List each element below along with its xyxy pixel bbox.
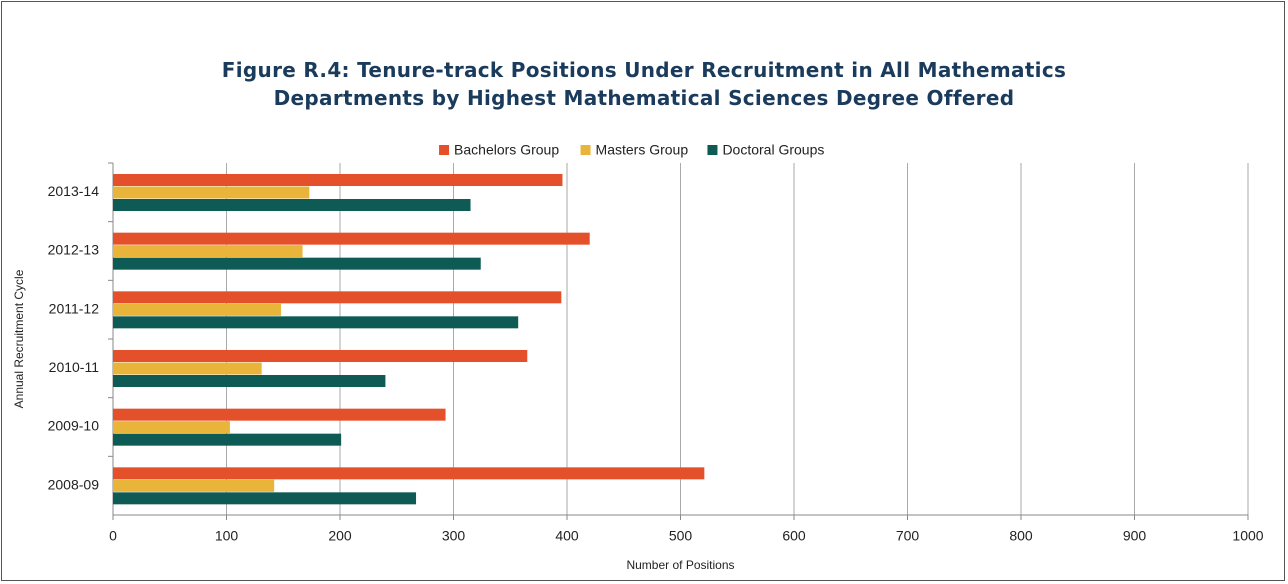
bar xyxy=(113,421,230,434)
bar xyxy=(113,433,342,446)
bar xyxy=(113,245,303,258)
y-tick-label: 2010-11 xyxy=(49,359,100,375)
legend-label: Doctoral Groups xyxy=(722,142,824,158)
x-tick-label: 300 xyxy=(442,528,466,544)
legend-swatch xyxy=(580,145,591,155)
bar xyxy=(113,375,386,387)
x-tick-label: 200 xyxy=(328,528,352,544)
legend-swatch xyxy=(707,145,718,155)
x-tick-label: 500 xyxy=(669,528,693,544)
x-tick-label: 400 xyxy=(555,528,579,544)
y-tick-label: 2008-09 xyxy=(48,476,100,492)
x-tick-label: 800 xyxy=(1009,528,1033,544)
x-tick-label: 0 xyxy=(109,528,117,544)
x-tick-label: 100 xyxy=(215,528,239,544)
y-tick-label: 2013-14 xyxy=(48,183,100,199)
bar xyxy=(113,291,562,304)
bar xyxy=(113,174,563,186)
bar xyxy=(113,316,519,329)
x-axis-label: Number of Positions xyxy=(626,558,734,572)
x-tick-label: 600 xyxy=(782,528,806,544)
x-tick-label: 900 xyxy=(1123,528,1147,544)
bar xyxy=(113,232,590,245)
bar xyxy=(113,492,417,505)
y-tick-label: 2011-12 xyxy=(49,300,100,316)
bar xyxy=(113,186,310,199)
bar xyxy=(113,467,705,480)
x-tick-label: 700 xyxy=(896,528,920,544)
legend-label: Masters Group xyxy=(596,142,689,158)
y-tick-label: 2009-10 xyxy=(48,418,100,434)
chart-title: Figure R.4: Tenure-track Positions Under… xyxy=(221,58,1067,110)
bar xyxy=(113,479,275,492)
y-axis-label: Annual Recruitment Cycle xyxy=(12,269,26,408)
legend-label: Bachelors Group xyxy=(454,142,559,158)
x-tick-label: 1000 xyxy=(1232,528,1263,544)
y-tick-label: 2012-13 xyxy=(48,242,100,258)
legend-swatch xyxy=(439,145,450,155)
bar xyxy=(113,199,471,211)
bar xyxy=(113,257,481,270)
bar xyxy=(113,408,446,421)
bar xyxy=(113,350,528,362)
bar xyxy=(113,303,281,316)
bar xyxy=(113,362,262,375)
